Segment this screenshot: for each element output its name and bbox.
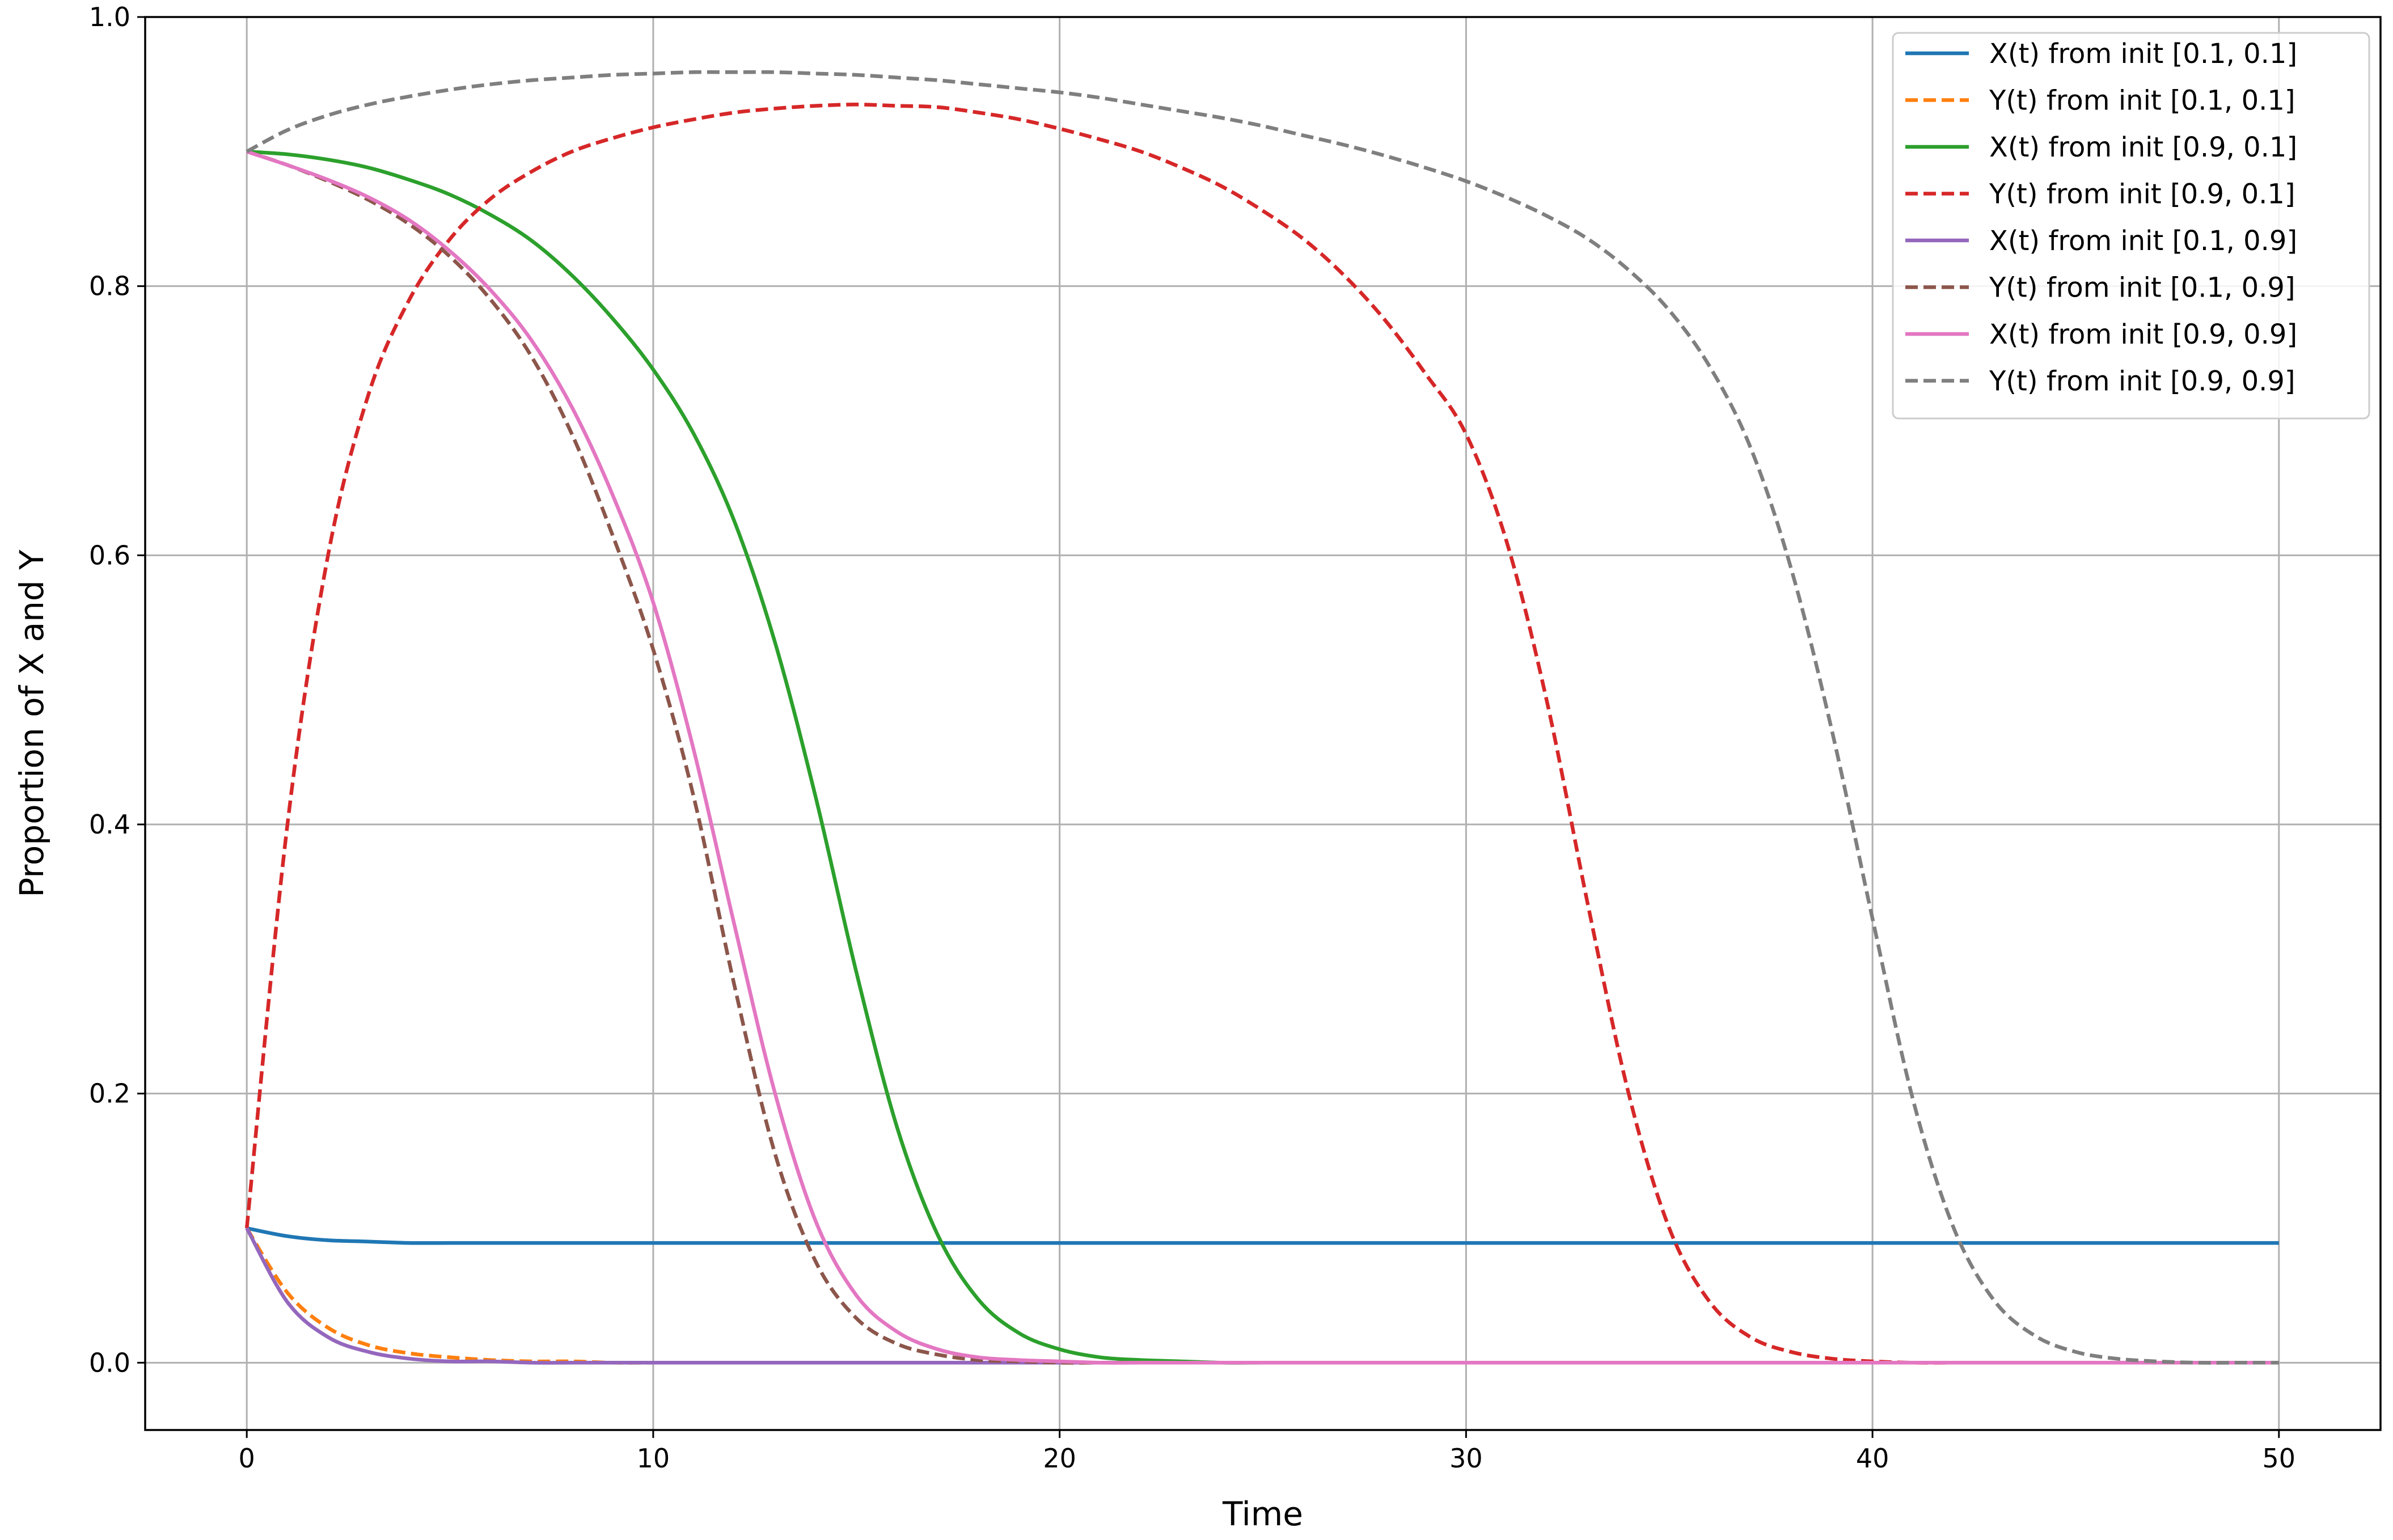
x-tick-label: 0 [239, 1443, 255, 1474]
y-tick-label: 0.4 [89, 809, 130, 840]
series-line-8 [246, 70, 2279, 1365]
legend-entry-label: X(t) from init [0.9, 0.1] [1989, 132, 2297, 163]
legend-entry-label: Y(t) from init [0.9, 0.1] [1989, 179, 2295, 210]
x-tick-label: 10 [637, 1443, 670, 1474]
series-line-7 [246, 150, 2279, 1365]
series-lines [244, 70, 2279, 1365]
y-axis-label: Proportion of X and Y [12, 549, 51, 898]
y-tick-label: 0.0 [89, 1347, 130, 1378]
series-line-1 [246, 1226, 2279, 1245]
legend-entry-label: Y(t) from init [0.1, 0.9] [1989, 272, 2295, 304]
y-tick-label: 0.2 [89, 1078, 130, 1109]
legend: X(t) from init [0.1, 0.1] Y(t) from init … [1892, 32, 2370, 420]
legend-box [1892, 32, 2370, 420]
legend-entry-label: X(t) from init [0.1, 0.1] [1989, 38, 2297, 70]
legend-entry-label: Y(t) from init [0.9, 0.9] [1989, 366, 2295, 397]
y-tick-label: 0.6 [89, 540, 130, 570]
plot-frame [144, 16, 2382, 1431]
legend-entry-label: X(t) from init [0.1, 0.9] [1989, 225, 2297, 257]
y-tick-label: 0.8 [89, 271, 130, 302]
x-tick-label: 20 [1043, 1443, 1076, 1474]
x-tick-label: 40 [1856, 1443, 1889, 1474]
x-tick-label: 30 [1449, 1443, 1483, 1474]
legend-entry-label: X(t) from init [0.9, 0.9] [1989, 319, 2297, 350]
y-tick-label: 1.0 [89, 2, 130, 32]
x-tick-label: 50 [2263, 1443, 2296, 1474]
axis-ticks: 0 10 20 30 40 50 0.0 0.2 0.4 0.6 0.8 1.0 [89, 2, 2295, 1474]
x-axis-label: Time [1222, 1495, 1303, 1533]
legend-entry-label: Y(t) from init [0.1, 0.1] [1989, 85, 2295, 117]
